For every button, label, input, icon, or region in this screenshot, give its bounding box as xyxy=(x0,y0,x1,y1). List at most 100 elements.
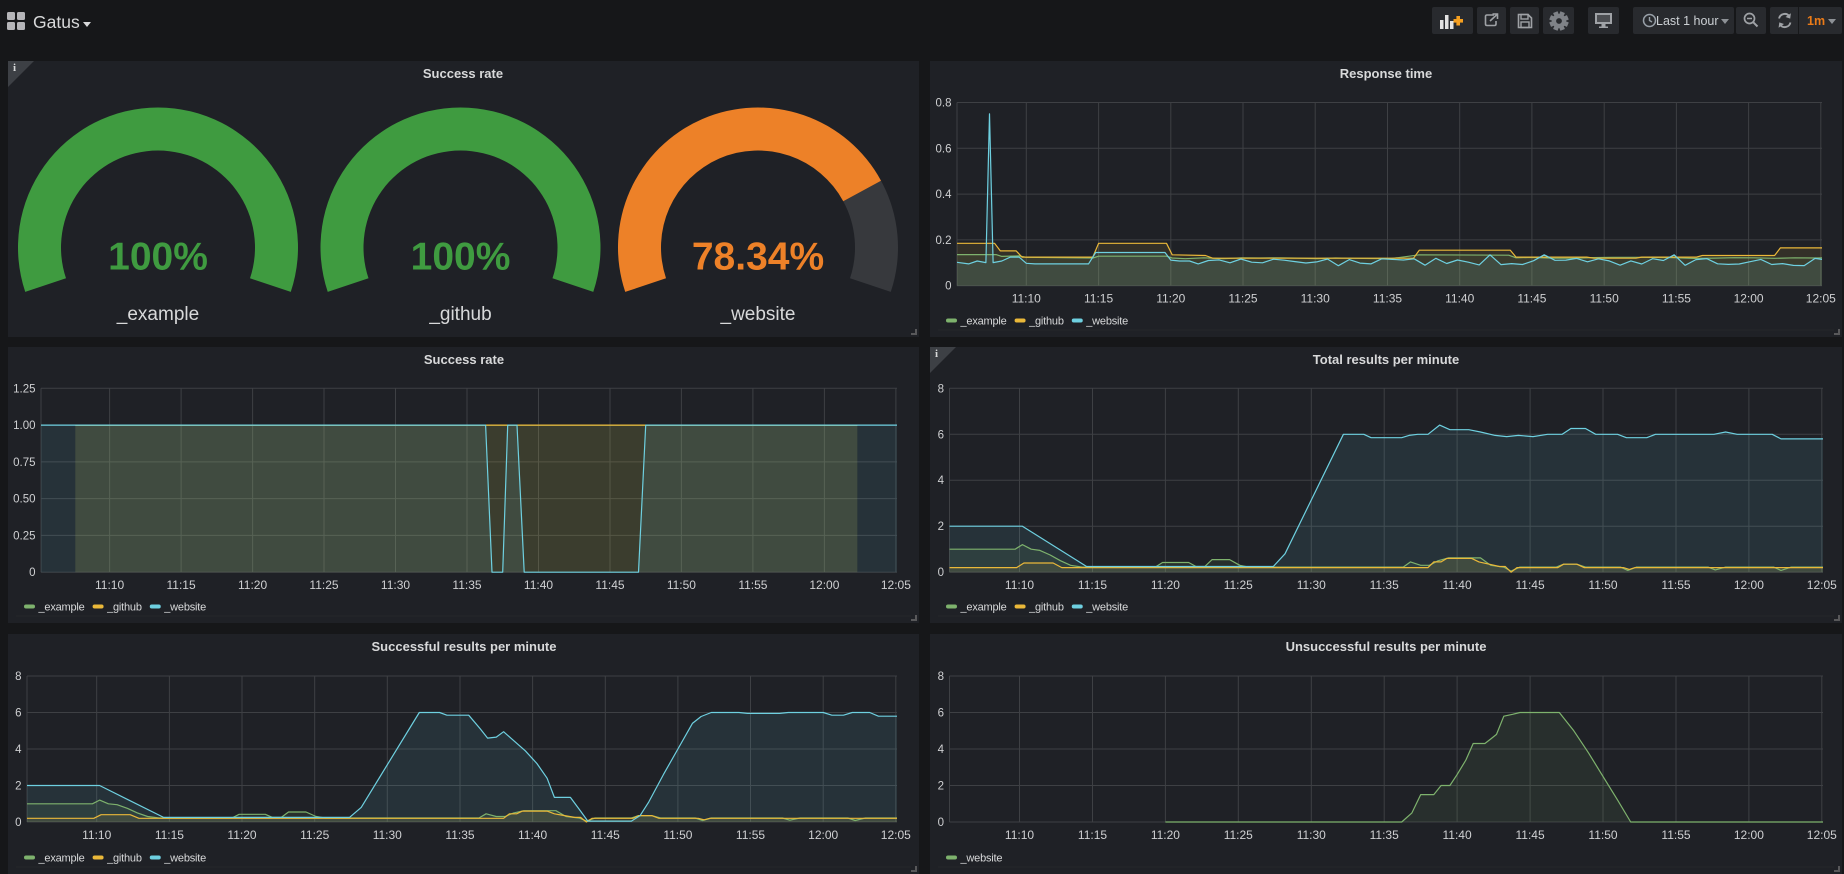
svg-text:12:00: 12:00 xyxy=(809,578,839,592)
svg-text:_example: _example xyxy=(116,304,199,325)
svg-text:12:00: 12:00 xyxy=(1734,578,1764,592)
svg-text:11:20: 11:20 xyxy=(1151,828,1180,842)
svg-text:1.25: 1.25 xyxy=(13,383,35,395)
svg-text:78.34%: 78.34% xyxy=(692,236,824,279)
svg-text:11:35: 11:35 xyxy=(1373,292,1402,306)
svg-text:11:15: 11:15 xyxy=(1078,828,1107,842)
svg-text:11:35: 11:35 xyxy=(1370,828,1399,842)
svg-text:_github: _github xyxy=(428,304,491,325)
svg-text:11:10: 11:10 xyxy=(82,828,111,842)
svg-text:11:20: 11:20 xyxy=(1156,292,1185,306)
svg-text:0.2: 0.2 xyxy=(936,235,952,247)
svg-text:_example: _example xyxy=(38,853,85,865)
svg-text:Success rate: Success rate xyxy=(424,352,504,367)
svg-text:12:00: 12:00 xyxy=(1734,828,1764,842)
svg-text:11:50: 11:50 xyxy=(663,828,692,842)
svg-text:0: 0 xyxy=(945,281,951,293)
svg-text:11:55: 11:55 xyxy=(1662,292,1691,306)
svg-text:11:25: 11:25 xyxy=(1228,292,1257,306)
svg-text:11:45: 11:45 xyxy=(1516,578,1545,592)
svg-text:_github: _github xyxy=(1028,602,1064,614)
svg-text:4: 4 xyxy=(15,744,22,756)
svg-text:11:35: 11:35 xyxy=(445,828,474,842)
svg-text:_website: _website xyxy=(163,602,206,614)
svg-text:12:05: 12:05 xyxy=(1806,292,1836,306)
svg-text:6: 6 xyxy=(938,708,944,720)
svg-text:8: 8 xyxy=(938,383,944,395)
svg-text:11:45: 11:45 xyxy=(595,578,624,592)
svg-text:_example: _example xyxy=(960,316,1007,328)
svg-text:_website: _website xyxy=(163,853,206,865)
svg-text:8: 8 xyxy=(938,671,944,683)
svg-text:100%: 100% xyxy=(411,236,511,279)
svg-text:11:55: 11:55 xyxy=(738,578,767,592)
svg-text:11:10: 11:10 xyxy=(1005,828,1034,842)
svg-text:11:55: 11:55 xyxy=(736,828,765,842)
svg-text:0.6: 0.6 xyxy=(936,143,952,155)
svg-text:11:25: 11:25 xyxy=(309,578,338,592)
svg-text:11:30: 11:30 xyxy=(373,828,402,842)
svg-text:Successful results per minute: Successful results per minute xyxy=(372,639,557,654)
svg-text:11:40: 11:40 xyxy=(1443,828,1472,842)
svg-text:12:05: 12:05 xyxy=(1807,828,1837,842)
svg-text:11:20: 11:20 xyxy=(227,828,256,842)
svg-text:11:20: 11:20 xyxy=(1151,578,1180,592)
svg-text:11:30: 11:30 xyxy=(1297,828,1326,842)
svg-text:100%: 100% xyxy=(108,236,208,279)
svg-text:_github: _github xyxy=(1028,316,1064,328)
svg-text:11:45: 11:45 xyxy=(1516,828,1545,842)
svg-text:12:05: 12:05 xyxy=(1807,578,1837,592)
svg-text:11:10: 11:10 xyxy=(1005,578,1034,592)
svg-text:4: 4 xyxy=(938,475,945,487)
svg-text:0: 0 xyxy=(29,567,35,579)
svg-text:0: 0 xyxy=(15,817,21,829)
svg-text:12:00: 12:00 xyxy=(1734,292,1764,306)
svg-text:11:25: 11:25 xyxy=(1224,578,1253,592)
svg-text:_website: _website xyxy=(1085,316,1128,328)
svg-text:6: 6 xyxy=(938,429,944,441)
svg-text:Response time: Response time xyxy=(1340,66,1432,81)
svg-text:8: 8 xyxy=(15,671,21,683)
svg-text:11:10: 11:10 xyxy=(1012,292,1041,306)
svg-text:6: 6 xyxy=(15,708,21,720)
svg-text:11:40: 11:40 xyxy=(1445,292,1474,306)
svg-text:11:55: 11:55 xyxy=(1661,578,1690,592)
svg-text:12:05: 12:05 xyxy=(881,578,911,592)
svg-text:Success rate: Success rate xyxy=(423,66,503,81)
svg-text:_github: _github xyxy=(106,853,142,865)
svg-text:11:50: 11:50 xyxy=(1590,292,1619,306)
svg-text:12:00: 12:00 xyxy=(808,828,838,842)
svg-text:11:30: 11:30 xyxy=(1297,578,1326,592)
svg-text:11:30: 11:30 xyxy=(381,578,410,592)
svg-text:2: 2 xyxy=(15,781,21,793)
svg-text:11:20: 11:20 xyxy=(238,578,267,592)
svg-text:11:50: 11:50 xyxy=(1588,578,1617,592)
svg-text:4: 4 xyxy=(938,744,945,756)
svg-text:_website: _website xyxy=(1085,602,1128,614)
svg-text:2: 2 xyxy=(938,781,944,793)
svg-text:11:15: 11:15 xyxy=(155,828,184,842)
svg-text:_github: _github xyxy=(106,602,142,614)
svg-text:_website: _website xyxy=(720,304,796,325)
svg-text:Total results per minute: Total results per minute xyxy=(1313,352,1459,367)
svg-text:11:40: 11:40 xyxy=(518,828,547,842)
svg-text:_example: _example xyxy=(960,602,1007,614)
svg-text:_example: _example xyxy=(38,602,85,614)
svg-text:0.50: 0.50 xyxy=(13,494,35,506)
svg-text:11:35: 11:35 xyxy=(452,578,481,592)
svg-text:11:55: 11:55 xyxy=(1661,828,1690,842)
svg-text:_website: _website xyxy=(960,853,1003,865)
svg-text:0.4: 0.4 xyxy=(936,189,953,201)
svg-text:12:05: 12:05 xyxy=(881,828,911,842)
svg-text:0.8: 0.8 xyxy=(936,98,952,110)
svg-text:1.00: 1.00 xyxy=(13,420,35,432)
svg-text:11:50: 11:50 xyxy=(667,578,696,592)
svg-text:11:35: 11:35 xyxy=(1370,578,1399,592)
svg-text:Unsuccessful results per minut: Unsuccessful results per minute xyxy=(1286,639,1487,654)
svg-text:0: 0 xyxy=(938,567,944,579)
svg-text:11:25: 11:25 xyxy=(300,828,329,842)
svg-text:11:50: 11:50 xyxy=(1588,828,1617,842)
svg-text:0.25: 0.25 xyxy=(13,530,35,542)
svg-text:2: 2 xyxy=(938,521,944,533)
svg-text:0.75: 0.75 xyxy=(13,457,35,469)
